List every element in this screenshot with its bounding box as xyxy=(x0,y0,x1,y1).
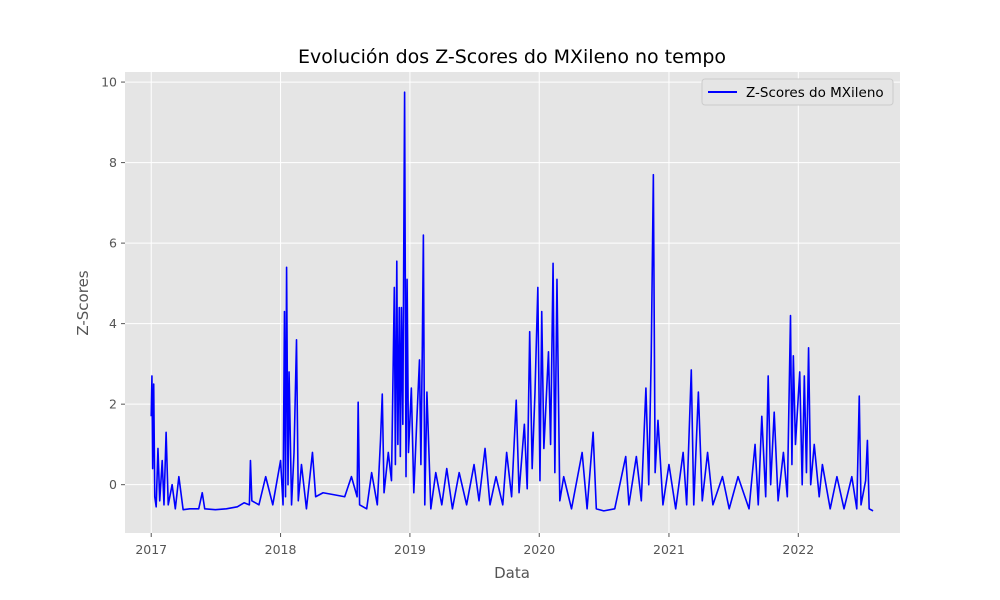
series-layer xyxy=(150,91,874,512)
chart-title: Evolución dos Z-Scores do MXileno no tem… xyxy=(298,46,726,68)
x-tick-label: 2018 xyxy=(265,542,297,557)
x-tick-label: 2017 xyxy=(135,542,167,557)
x-tick-label: 2021 xyxy=(653,542,685,557)
legend-box xyxy=(701,78,894,106)
legend: Z-Scores do MXileno xyxy=(701,78,894,106)
plot-area xyxy=(125,72,900,533)
y-tick-label: 0 xyxy=(109,477,117,492)
y-tick-label: 10 xyxy=(101,75,117,90)
x-axis-label: Data xyxy=(494,564,530,582)
y-tick-label: 6 xyxy=(109,236,117,251)
y-axis-label: Z-Scores xyxy=(74,270,92,335)
series-line xyxy=(150,91,874,512)
y-tick-label: 8 xyxy=(109,155,117,170)
y-tick-label: 4 xyxy=(109,316,117,331)
x-tick-label: 2020 xyxy=(523,542,555,557)
x-tick-label: 2019 xyxy=(394,542,426,557)
axis-ticks: 2017 2018 2019 2020 2021 2022 0 2 4 6 8 10 xyxy=(101,75,814,557)
x-tick-label: 2022 xyxy=(782,542,814,557)
legend-label: Z-Scores do MXileno xyxy=(746,85,884,101)
y-tick-label: 2 xyxy=(109,397,117,412)
